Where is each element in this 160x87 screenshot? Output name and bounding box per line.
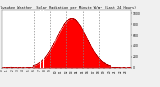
Title: Milwaukee Weather  Solar Radiation per Minute W/m² (Last 24 Hours): Milwaukee Weather Solar Radiation per Mi… <box>0 6 136 10</box>
